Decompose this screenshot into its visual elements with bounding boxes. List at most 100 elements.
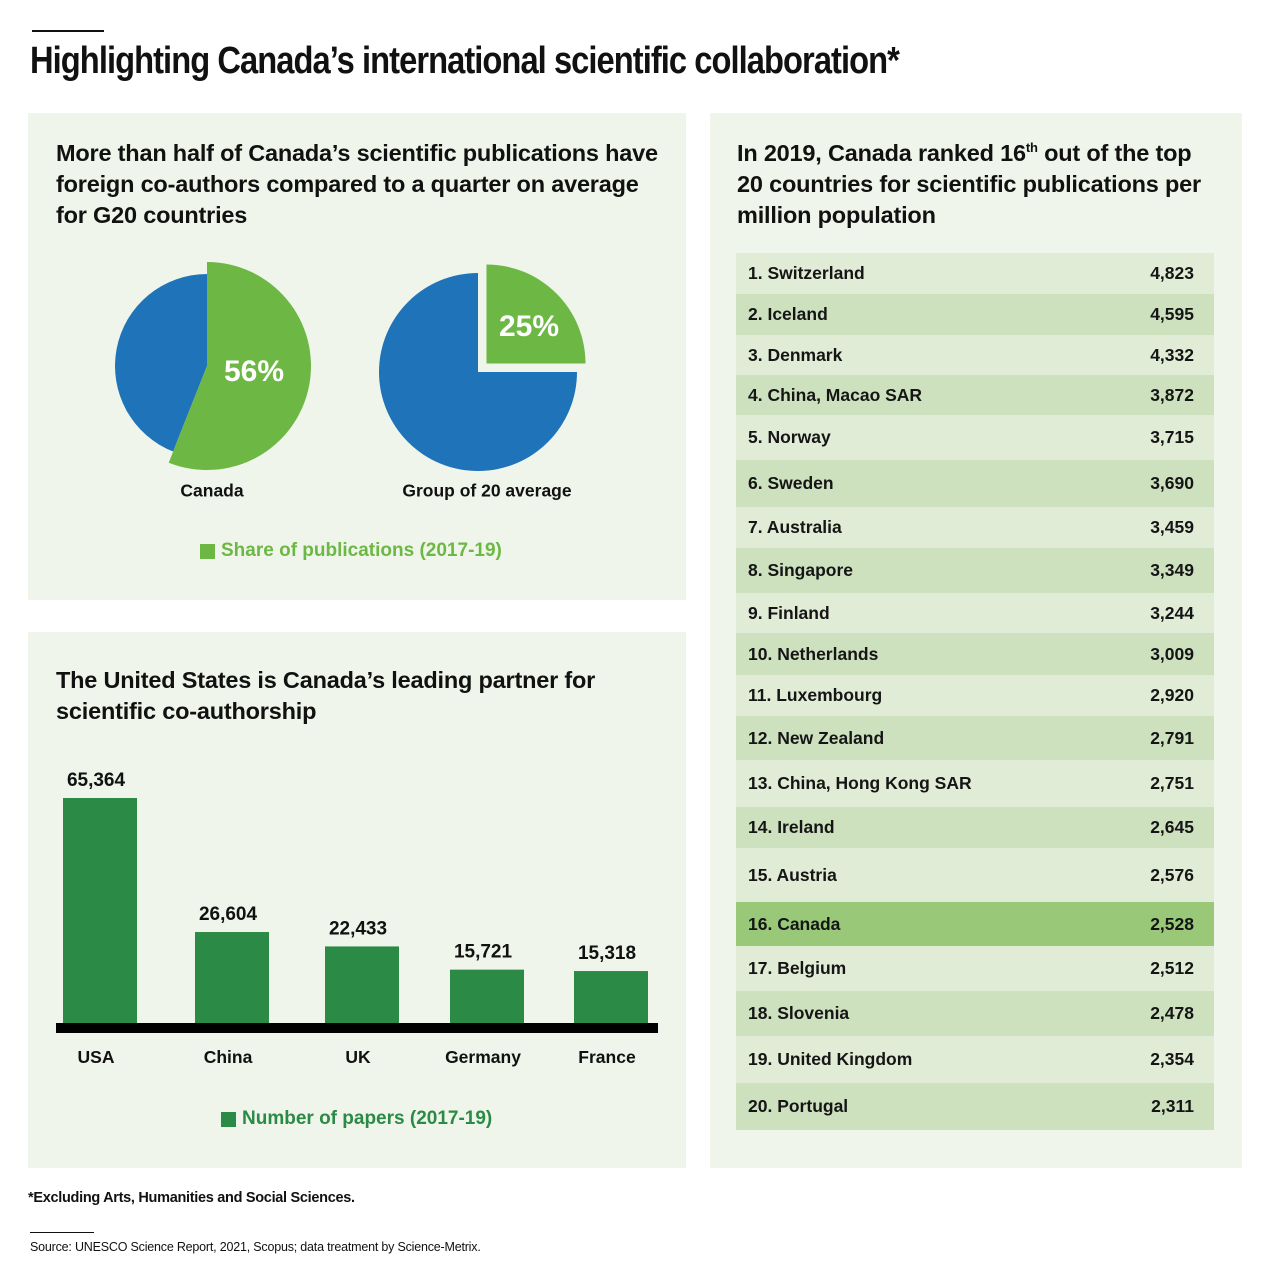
pie-g20-rest-slice <box>379 273 577 471</box>
ranking-row-label: 11. Luxembourg <box>748 685 883 705</box>
ranking-row: 16. Canada 2,528 <box>736 902 1214 946</box>
bar-france <box>574 971 648 1024</box>
ranking-title-pre: In 2019, Canada ranked 16 <box>737 140 1026 166</box>
ranking-row: 3. Denmark 4,332 <box>736 335 1214 375</box>
ranking-row: 9. Finland 3,244 <box>736 593 1214 633</box>
ranking-row: 2. Iceland 4,595 <box>736 294 1214 335</box>
ranking-row-label: 20. Portugal <box>748 1096 849 1116</box>
pies-legend-label: Share of publications (2017-19) <box>221 540 502 561</box>
ranking-row-value: 3,009 <box>1150 643 1194 664</box>
bar-france-value-label: 15,318 <box>578 943 636 964</box>
ranking-row-value: 2,512 <box>1150 958 1194 978</box>
bar-germany-value-label: 15,721 <box>454 942 513 963</box>
bar-france-category-label: France <box>578 1047 636 1067</box>
ranking-row-label: 5. Norway <box>748 427 831 447</box>
ranking-row-value: 2,920 <box>1150 685 1194 705</box>
pies-legend: Share of publications (2017-19) <box>200 540 502 562</box>
ranking-row-label: 12. New Zealand <box>748 727 885 748</box>
source-rule <box>30 1232 94 1233</box>
pie-canada-label: Canada <box>180 481 243 501</box>
bars-legend: Number of papers (2017-19) <box>221 1108 492 1130</box>
ranking-row: 20. Portugal 2,311 <box>736 1083 1214 1130</box>
ranking-row-label: 10. Netherlands <box>748 643 879 664</box>
bar-usa-category-label: USA <box>78 1047 115 1067</box>
ranking-row: 14. Ireland 2,645 <box>736 807 1214 848</box>
ranking-row-label: 9. Finland <box>748 602 830 623</box>
pie-g20-value-label: 25% <box>499 310 559 343</box>
ranking-row-label: 14. Ireland <box>748 817 835 837</box>
ranking-row-value: 2,645 <box>1150 817 1194 837</box>
ranking-row: 15. Austria 2,576 <box>736 848 1214 902</box>
title-rule <box>32 30 104 32</box>
bar-uk <box>325 946 399 1024</box>
ranking-row-label: 19. United Kingdom <box>748 1049 913 1069</box>
ranking-row: 13. China, Hong Kong SAR 2,751 <box>736 760 1214 807</box>
pie-canada-share-slice <box>168 262 311 470</box>
bar-china-value-label: 26,604 <box>199 904 258 925</box>
bars-legend-label: Number of papers (2017-19) <box>242 1108 493 1129</box>
ranking-row-value: 2,528 <box>1150 913 1194 934</box>
ranking-row: 6. Sweden 3,690 <box>736 460 1214 507</box>
ranking-row-label: 4. China, Macao SAR <box>748 384 923 405</box>
ranking-row-value: 2,751 <box>1150 773 1194 793</box>
ranking-row-value: 3,244 <box>1150 602 1194 623</box>
ranking-row-value: 4,823 <box>1150 263 1194 283</box>
pie-g20-label: Group of 20 average <box>402 481 571 501</box>
ranking-row-value: 2,478 <box>1150 1003 1194 1023</box>
ranking-row-value: 4,332 <box>1150 344 1194 365</box>
ranking-row: 18. Slovenia 2,478 <box>736 991 1214 1036</box>
ranking-row: 4. China, Macao SAR 3,872 <box>736 375 1214 415</box>
ranking-title-sup: th <box>1025 140 1038 155</box>
bar-usa <box>63 798 137 1024</box>
ranking-row-value: 3,459 <box>1150 517 1194 537</box>
ranking-title-post: out of the top 20 countries for scientif… <box>737 140 1201 228</box>
ranking-row-value: 2,354 <box>1150 1049 1194 1069</box>
footnote: *Excluding Arts, Humanities and Social S… <box>28 1190 355 1206</box>
ranking-row-label: 6. Sweden <box>748 473 834 493</box>
ranking-row: 12. New Zealand 2,791 <box>736 716 1214 760</box>
bars-panel-title: The United States is Canada’s leading pa… <box>56 667 596 724</box>
source-note: Source: UNESCO Science Report, 2021, Sco… <box>30 1240 481 1254</box>
ranking-row: 7. Australia 3,459 <box>736 507 1214 548</box>
ranking-row-label: 15. Austria <box>748 864 837 885</box>
ranking-row-value: 3,349 <box>1150 560 1194 580</box>
ranking-row-value: 3,690 <box>1150 473 1194 493</box>
ranking-row-label: 2. Iceland <box>748 304 828 324</box>
ranking-row-label: 17. Belgium <box>748 958 847 978</box>
bar-china <box>195 932 269 1024</box>
ranking-row-label: 16. Canada <box>748 913 841 934</box>
bar-uk-category-label: UK <box>345 1047 371 1067</box>
bar-china-category-label: China <box>204 1047 253 1067</box>
ranking-row-label: 7. Australia <box>748 517 842 537</box>
pie-g20-share-slice <box>486 264 586 364</box>
bars-panel <box>28 632 686 1168</box>
pie-canada-value-label: 56% <box>224 355 284 388</box>
ranking-row: 17. Belgium 2,512 <box>736 946 1214 991</box>
ranking-row-value: 2,791 <box>1150 727 1194 748</box>
bar-usa-value-label: 65,364 <box>67 770 126 791</box>
ranking-row-value: 2,576 <box>1150 864 1194 885</box>
ranking-row: 11. Luxembourg 2,920 <box>736 675 1214 716</box>
ranking-panel-title: In 2019, Canada ranked 16th out of the t… <box>737 138 1207 231</box>
ranking-row: 19. United Kingdom 2,354 <box>736 1036 1214 1083</box>
ranking-row-value: 4,595 <box>1150 304 1194 324</box>
ranking-row-label: 18. Slovenia <box>748 1003 850 1023</box>
pies-panel-title: More than half of Canada’s scientific pu… <box>56 140 658 228</box>
pie-canada-rest-slice <box>115 274 207 452</box>
ranking-row-value: 3,872 <box>1150 384 1194 405</box>
ranking-row: 1. Switzerland 4,823 <box>736 253 1214 294</box>
ranking-row-label: 1. Switzerland <box>748 263 865 283</box>
ranking-row-label: 13. China, Hong Kong SAR <box>748 773 972 793</box>
bar-chart-baseline <box>56 1023 658 1033</box>
bar-uk-value-label: 22,433 <box>329 918 387 939</box>
bar-germany-category-label: Germany <box>445 1047 521 1067</box>
ranking-row: 5. Norway 3,715 <box>736 415 1214 460</box>
ranking-row: 8. Singapore 3,349 <box>736 548 1214 593</box>
ranking-row-value: 3,715 <box>1150 427 1194 447</box>
pies-legend-swatch <box>200 543 215 559</box>
bar-germany <box>450 969 524 1024</box>
bars-legend-swatch <box>221 1111 236 1127</box>
ranking-row: 10. Netherlands 3,009 <box>736 633 1214 675</box>
